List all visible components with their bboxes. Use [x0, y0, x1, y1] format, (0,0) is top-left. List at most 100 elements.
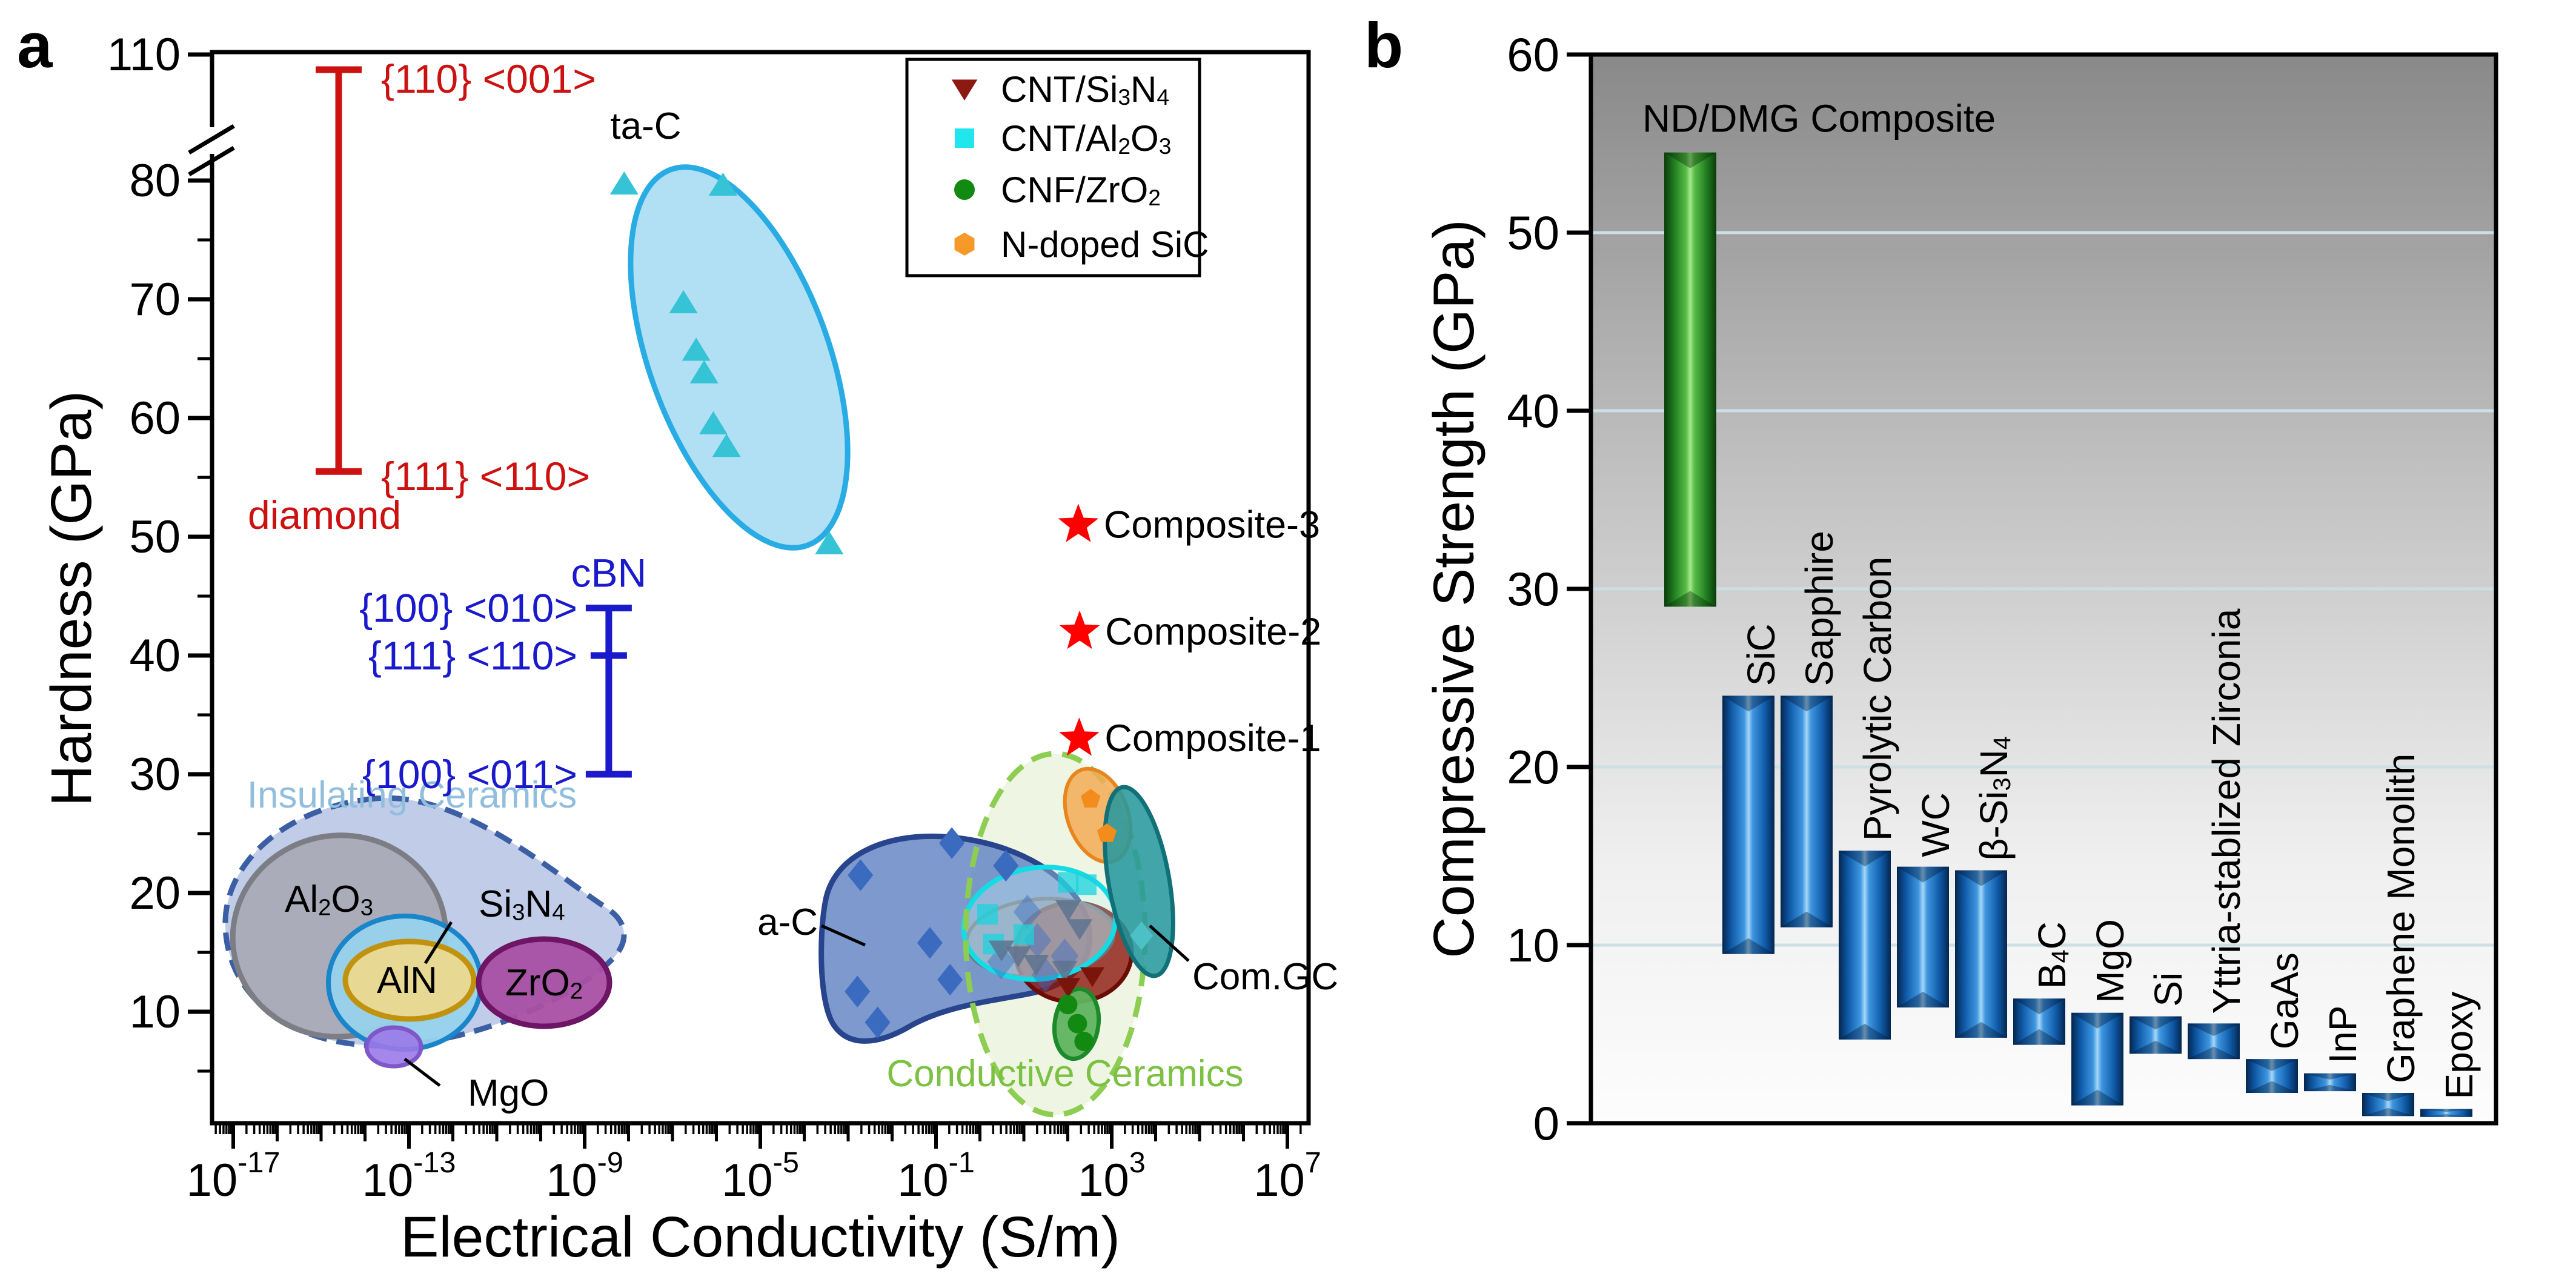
bar-epoxy: [2420, 1109, 2472, 1117]
bar-inp: [2304, 1073, 2356, 1092]
point-triangle-down: [988, 940, 1015, 962]
x-tick-label-10e-5: 10-5: [722, 1146, 799, 1206]
legend-marker-hexagon: [954, 233, 975, 256]
star-label-composite-3: Composite-3: [1104, 503, 1320, 546]
legend-label: CNT/Si3N4: [1001, 69, 1169, 110]
bar-rect: [1897, 866, 1949, 1007]
bar-cap-bottom: [1664, 591, 1716, 607]
bar-label: β-Si3N4: [1972, 736, 2016, 860]
point-triangle-up: [689, 360, 719, 383]
bar-label: InP: [2321, 1006, 2365, 1064]
region-label-al2o3: Al2O3: [285, 878, 373, 921]
bar-cap-top: [2188, 1023, 2240, 1036]
point-triangle-up: [609, 171, 639, 195]
point-triangle-down: [1056, 978, 1081, 998]
bar-cap-top: [1664, 152, 1716, 168]
y-tick-label-30: 30: [1507, 562, 1559, 616]
point-square: [1014, 924, 1034, 945]
region-label-a-c: a-C: [757, 901, 818, 943]
point-diamond: [845, 975, 871, 1007]
bar-label: Sapphire: [1798, 531, 1841, 686]
series-a-c: [845, 827, 1019, 1038]
bar-sapphire: [1781, 695, 1833, 928]
pointer-line-a-c: [820, 924, 866, 947]
point-pentagon: [1097, 823, 1117, 842]
bar-rect: [2246, 1059, 2298, 1094]
point-square: [1075, 874, 1097, 895]
point-diamond: [865, 1006, 891, 1038]
errorbar-bottom-label: {100} <011>: [362, 752, 577, 797]
bar-label: MgO: [2088, 919, 2132, 1003]
bar-rect: [1664, 152, 1716, 607]
bar-cap-top: [1897, 866, 1949, 883]
series-cnf-zro2: [1058, 995, 1094, 1051]
pointer-line-mgo: [403, 1058, 441, 1087]
region-label-ta-c: ta-C: [610, 105, 681, 147]
region-shape-ta-c: [628, 164, 851, 551]
point-triangle-up: [682, 337, 711, 361]
bar-cap-top: [1839, 851, 1891, 867]
bar-cap-bottom: [1955, 1021, 2007, 1038]
bar-rect: [2304, 1073, 2356, 1092]
y-tick-label-70: 70: [129, 274, 181, 325]
legend-marker-square: [955, 128, 974, 148]
composite-stars: Composite-1 Composite-2 Composite-3: [1058, 503, 1321, 760]
point-diamond: [937, 963, 963, 996]
x-tick-label-10e-13: 10-13: [362, 1146, 456, 1206]
star-composite-1: [1059, 717, 1100, 756]
region-shape-zro2: [476, 936, 612, 1029]
bar-cap-top: [2362, 1093, 2414, 1101]
bar-label: Pyrolytic Carbon: [1856, 557, 1899, 842]
errorbar-top-label: {100} <010>: [359, 586, 577, 631]
bar-cap-bottom: [2188, 1046, 2240, 1060]
bar-yttria-stablized-zirconia: [2188, 1023, 2240, 1060]
region-label-zro2: ZrO2: [505, 962, 583, 1004]
point-triangle-up: [712, 434, 741, 457]
bar-cap-top: [1781, 695, 1833, 712]
point-diamond: [993, 849, 1019, 882]
bar-cap-bottom: [1839, 1023, 1891, 1040]
y-tick-label-50: 50: [1507, 206, 1559, 259]
y-tick-label-60: 60: [1507, 28, 1559, 81]
point-diamond: [939, 827, 965, 859]
y-tick-label-60: 60: [129, 393, 181, 444]
region-mgo: [364, 1025, 423, 1069]
x-tick-label-10e7: 107: [1253, 1146, 1321, 1206]
axis-break-slash: [188, 145, 235, 177]
bar-rect: [2013, 998, 2065, 1045]
point-triangle-down: [1023, 955, 1049, 976]
star-label-composite-2: Composite-2: [1105, 611, 1321, 653]
point-diamond: [848, 859, 874, 891]
bar-cap-bottom: [2013, 1029, 2065, 1045]
bar-rect: [1781, 695, 1833, 928]
point-circle: [1067, 1014, 1087, 1034]
bar-rect: [1955, 870, 2007, 1038]
region-label-aln: AlN: [377, 960, 437, 1001]
bar-cap-bottom: [2304, 1084, 2356, 1092]
series-com-gc-point: [1130, 921, 1154, 951]
y-tick-label-10: 10: [1507, 918, 1559, 972]
point-triangle-up: [708, 172, 737, 196]
bar-cap-bottom: [1897, 991, 1949, 1007]
x-tick-label-10e3: 103: [1078, 1146, 1146, 1206]
point-triangle-down: [1052, 960, 1078, 982]
legend-item: N-doped SiC: [954, 224, 1209, 265]
series-cnt-si3n4: [1056, 967, 1105, 998]
panel-a-letter: a: [17, 10, 53, 81]
point-circle: [1058, 995, 1078, 1015]
errorbar-name-label: cBN: [571, 551, 647, 596]
bar-label: SiC: [1739, 623, 1783, 686]
y-tick-label-0: 0: [1533, 1097, 1559, 1150]
bar-label: Epoxy: [2437, 992, 2481, 1100]
region-shape-aln: [342, 938, 477, 1022]
region-ta-c: [628, 164, 851, 551]
series-cnt-si3n4-shaded: [988, 900, 1093, 982]
legend-item: CNT/Al2O3: [955, 118, 1171, 159]
errorbar-mid-label: {111} <110>: [368, 633, 577, 678]
y-tick-label-20: 20: [1507, 740, 1559, 794]
errorbar-cBN: {100} <010>{111} <110> {100} <011> cBN: [359, 551, 646, 797]
bar-rect: [2420, 1109, 2472, 1117]
y-tick-label-80: 80: [129, 155, 181, 207]
